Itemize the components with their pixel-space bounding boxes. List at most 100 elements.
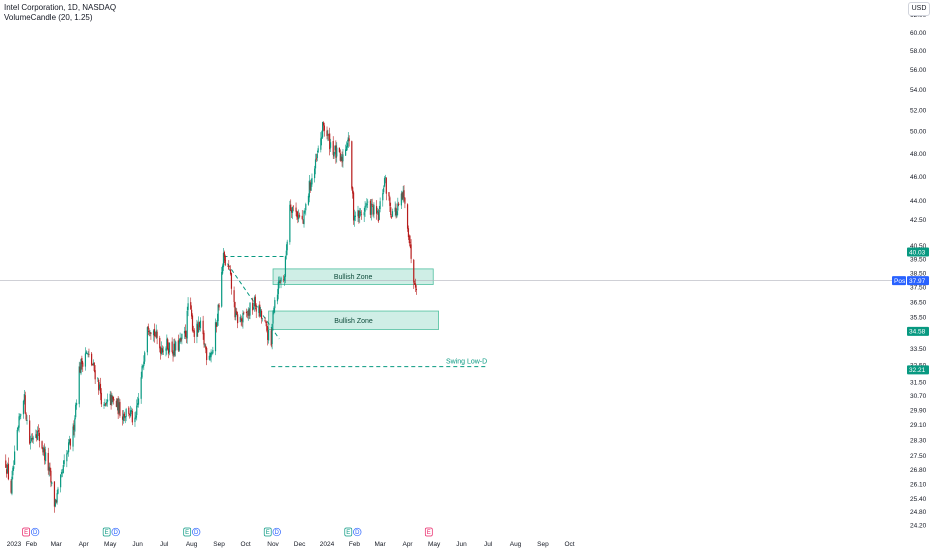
candle-body: [310, 182, 312, 191]
candle-body: [280, 277, 282, 282]
candle-body: [371, 204, 373, 206]
y-tick-label: 40.50: [910, 243, 927, 250]
candle-body: [42, 447, 44, 453]
candle-body: [218, 304, 220, 308]
candle-body: [18, 416, 20, 428]
candle-body: [354, 215, 356, 217]
candle-body: [92, 362, 94, 366]
candle-body: [328, 134, 330, 136]
candle-body: [388, 192, 390, 197]
candle-body: [212, 349, 214, 354]
earnings-icon: [424, 527, 433, 537]
dividend-icon-label: D: [355, 530, 360, 536]
candle-body: [401, 192, 403, 199]
x-tick-label: Mar: [51, 541, 63, 548]
candle-body: [229, 269, 231, 271]
candle-body: [121, 416, 124, 420]
candle-body: [316, 153, 318, 159]
x-tick-label: 2024: [320, 541, 335, 548]
candle-body: [400, 193, 402, 206]
indicator-title[interactable]: VolumeCandle (20, 1.25): [4, 13, 93, 22]
time-axis[interactable]: 2023 Feb Mar Apr May Jun Jul Aug Sep Oct Nov Dec 202…: [7, 541, 575, 548]
symbol-title[interactable]: Intel Corporation, 1D, NASDAQ: [4, 3, 117, 12]
candle-body: [20, 414, 22, 416]
candle-body: [149, 332, 151, 334]
dividend-icon: [353, 527, 362, 537]
y-tick-label: 52.00: [910, 107, 927, 114]
candle-body: [177, 340, 179, 351]
currency-button[interactable]: USD: [908, 2, 930, 16]
candle-body: [364, 205, 366, 212]
candle-body: [329, 133, 331, 150]
candle-body: [122, 413, 125, 421]
candle-body: [68, 442, 70, 453]
candle-body: [357, 210, 359, 217]
candle-body: [62, 465, 64, 474]
candle-body: [211, 352, 213, 354]
candle-body: [137, 398, 140, 405]
candle-body: [44, 449, 46, 461]
candle-body: [273, 307, 275, 313]
price-tag: [907, 365, 929, 375]
candle-body: [404, 197, 406, 204]
candle-body: [94, 370, 96, 380]
candle-body: [168, 348, 170, 354]
candle-body: [142, 365, 144, 367]
candle-body: [229, 269, 232, 275]
y-tick-label: 24.80: [910, 509, 927, 516]
candle-body: [22, 400, 25, 415]
candle-body: [240, 318, 242, 321]
x-tick-label: Nov: [267, 541, 279, 548]
candle-body: [396, 211, 398, 217]
earnings-icon-label: E: [427, 530, 431, 536]
candle-body: [367, 201, 369, 203]
candle-body: [11, 476, 13, 494]
candle-body: [112, 396, 114, 400]
candle-body: [110, 394, 112, 406]
candle-body: [202, 320, 204, 335]
x-tick-label: Feb: [349, 541, 361, 548]
candle-body: [308, 180, 310, 198]
candle-body: [372, 206, 374, 215]
candle-body: [81, 357, 83, 365]
candle-body: [329, 142, 332, 148]
candle-body: [334, 145, 336, 151]
y-tick-label: 39.50: [910, 257, 927, 264]
y-tick-label: 35.50: [910, 314, 927, 321]
y-tick-label: 24.20: [910, 522, 927, 529]
candle-body: [191, 315, 194, 331]
candle-body: [403, 190, 405, 198]
candle-body: [322, 122, 325, 126]
candle-body: [91, 364, 94, 366]
chart-legend: Intel Corporation, 1D, NASDAQ VolumeCand…: [4, 3, 116, 23]
candle-body: [228, 265, 230, 270]
candle-body: [153, 328, 156, 337]
candle-body: [243, 312, 245, 314]
candle-body: [159, 337, 161, 349]
candle-body: [221, 272, 223, 307]
candle-body: [413, 259, 415, 283]
candle-body: [292, 205, 294, 207]
candle-body: [360, 213, 363, 215]
price-tag: [907, 326, 929, 336]
candle-body: [152, 330, 155, 336]
y-tick-label: 30.70: [910, 393, 927, 400]
candle-body: [252, 302, 254, 311]
candle-body: [345, 149, 347, 156]
candle-body: [19, 416, 21, 417]
candle-body: [259, 304, 261, 317]
candle-body: [239, 316, 241, 323]
candle-body: [99, 383, 102, 394]
x-tick-label: Mar: [375, 541, 387, 548]
candle-body: [6, 464, 9, 473]
candle-body: [25, 413, 27, 420]
candle-body: [204, 344, 206, 346]
candle-body: [191, 309, 193, 317]
candle-body: [193, 330, 195, 337]
earnings-icon: [183, 527, 192, 537]
candle-body: [199, 320, 202, 329]
candle-body: [190, 302, 192, 310]
y-tick-label: 33.50: [910, 346, 927, 353]
candle-body: [322, 121, 324, 138]
